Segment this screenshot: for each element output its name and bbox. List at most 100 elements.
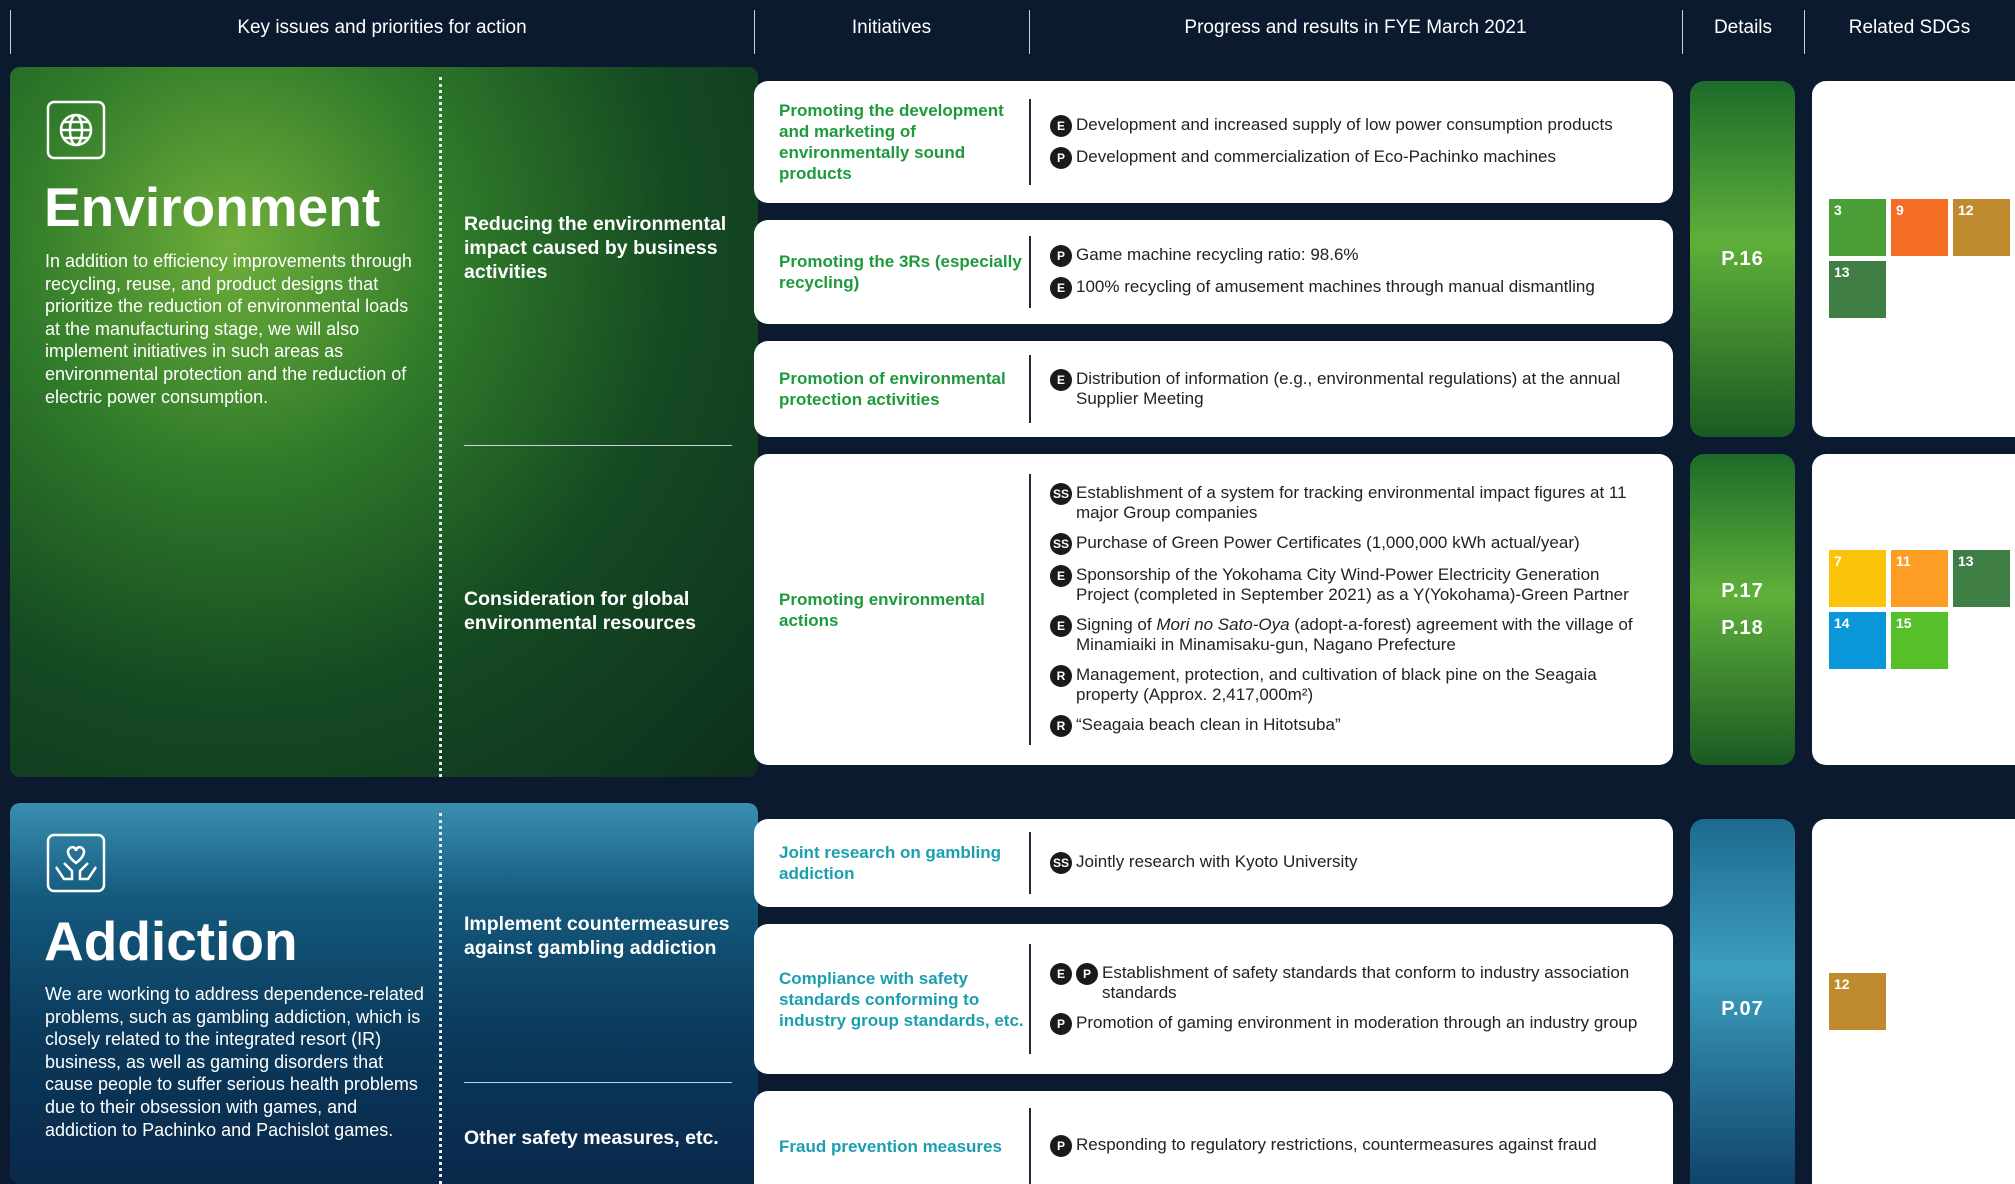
- badge: SS: [1050, 532, 1073, 555]
- initiative: Promoting environmental actions: [779, 589, 985, 630]
- result-text-part: Mori no Sato-Oya: [1156, 614, 1290, 634]
- header-separator: [1804, 10, 1805, 54]
- header-separator: [10, 10, 11, 54]
- result-text: “Seagaia beach clean in Hitotsuba”: [1076, 714, 1341, 734]
- result-text: Development and increased supply of low …: [1076, 115, 1613, 134]
- result-text: Development and commercialization of Eco…: [1076, 147, 1557, 166]
- details-card: P.07: [1690, 819, 1795, 1184]
- sdg-card: [1812, 454, 2015, 765]
- section-description: In addition to efficiency improvements t…: [45, 251, 412, 407]
- section-title: Environment: [44, 176, 381, 238]
- sdg-card: [1812, 81, 2015, 437]
- card-divider: [1029, 235, 1031, 309]
- result-text: Jointly research with Kyoto University: [1076, 852, 1358, 871]
- sdg-icon: 13: [1829, 261, 1886, 318]
- badge: E: [1050, 963, 1072, 985]
- card-divider: [1029, 99, 1031, 185]
- result-item: P Promotion of gaming environment in mode…: [1050, 1013, 1650, 1035]
- result-text: Game machine recycling ratio: 98.6%: [1076, 245, 1359, 264]
- header-label: Details: [1713, 17, 1773, 38]
- result-text: Management, protection, and cultivation …: [1076, 664, 1597, 704]
- results: E Distribution of information (e.g., envi…: [1050, 341, 1650, 437]
- result-item: SS Establishment of a system for tracking…: [1050, 482, 1650, 523]
- badge: E: [1050, 277, 1072, 299]
- initiative: Compliance with safety standards conform…: [779, 968, 1024, 1030]
- initiative-card: Promoting the 3Rs (especially recycling)…: [754, 220, 1673, 324]
- section-panel: [10, 803, 758, 1184]
- card-divider: [1029, 944, 1031, 1054]
- dotted-divider: [439, 813, 442, 1184]
- page-ref: P.07: [1721, 997, 1764, 1020]
- issue-divider: [464, 445, 732, 446]
- badge: E: [1050, 115, 1072, 137]
- card-divider: [1029, 474, 1031, 745]
- result-text: Signing of Mori no Sato-Oya (adopt-a-for…: [1076, 615, 1650, 655]
- badge: E: [1050, 564, 1072, 587]
- result-item: P Development and commercialization of Ec…: [1050, 147, 1650, 169]
- header-label: Key issues and priorities for action: [237, 17, 527, 38]
- result-item: P Responding to regulatory restrictions, …: [1050, 1135, 1650, 1157]
- header-label: Related SDGs: [1848, 17, 1971, 38]
- card-divider: [1029, 355, 1031, 423]
- result-text: Establishment of a system for tracking e…: [1076, 482, 1627, 522]
- result-text: 100% recycling of amusement machines thr…: [1076, 277, 1595, 296]
- badge: P: [1050, 147, 1072, 169]
- badge: P: [1050, 1135, 1072, 1157]
- sdg-icon: 14: [1829, 612, 1886, 669]
- sdg-icon: 12: [1829, 973, 1886, 1030]
- header-separator: [1029, 10, 1030, 54]
- results: P Game machine recycling ratio: 98.6% E 100…: [1050, 220, 1650, 324]
- sdg-icon: 15: [1891, 612, 1948, 669]
- results: E P Establishment of safety standards that…: [1050, 924, 1650, 1074]
- page-ref: P.16: [1721, 247, 1764, 270]
- header-label: Initiatives: [851, 17, 932, 38]
- result-item: E Sponsorship of the Yokohama City Wind-P…: [1050, 564, 1650, 605]
- badge: R: [1050, 664, 1072, 687]
- section-title: Addiction: [44, 910, 298, 972]
- initiative: Joint research on gambling addiction: [779, 843, 1001, 883]
- details-card: P.16: [1690, 81, 1795, 437]
- result-text: Distribution of information (e.g., envir…: [1076, 369, 1621, 408]
- initiative-card: Promoting the development and marketing …: [754, 81, 1673, 203]
- header-separator: [1682, 10, 1683, 54]
- result-item: E Development and increased supply of low…: [1050, 115, 1650, 137]
- result-item: E Signing of Mori no Sato-Oya (adopt-a-fo…: [1050, 614, 1650, 655]
- header-separator: [754, 10, 755, 54]
- badge: SS: [1050, 482, 1073, 505]
- badge: E: [1050, 614, 1072, 637]
- sdg-icon: 3: [1829, 199, 1886, 256]
- result-item: R “Seagaia beach clean in Hitotsuba”: [1050, 714, 1650, 737]
- initiative: Fraud prevention measures: [779, 1136, 1002, 1156]
- result-item: E P Establishment of safety standards that…: [1050, 963, 1650, 1003]
- badge: P: [1050, 245, 1072, 267]
- result-text-part: (adopt-a-forest) agreement with the vill…: [1076, 614, 1633, 654]
- result-item: SS Purchase of Green Power Certificates (…: [1050, 532, 1650, 555]
- results: SS Establishment of a system for tracking…: [1050, 454, 1650, 765]
- result-text: Sponsorship of the Yokohama City Wind-Po…: [1076, 564, 1629, 604]
- header-label: Progress and results in FYE March 2021: [1184, 17, 1527, 38]
- results: P Responding to regulatory restrictions, …: [1050, 1091, 1650, 1184]
- sdg-icon: 7: [1829, 550, 1886, 607]
- badge: P: [1076, 963, 1098, 985]
- section-description: We are working to address dependence-rel…: [45, 984, 424, 1140]
- card-divider: [1029, 832, 1031, 894]
- initiative: Promotion of environmental protection ac…: [779, 369, 1006, 409]
- issue: Reducing the environmental impact caused…: [464, 213, 727, 283]
- badge: P: [1050, 1013, 1072, 1035]
- results: SS Jointly research with Kyoto University: [1050, 819, 1650, 907]
- initiative: Promoting the 3Rs (especially recycling): [779, 252, 1022, 292]
- initiative-card: Promoting environmental actions SS Establi…: [754, 454, 1673, 765]
- badge: SS: [1050, 852, 1073, 874]
- page-ref: P.18: [1721, 616, 1764, 639]
- section-icon: [46, 833, 106, 898]
- issue-divider: [464, 1082, 732, 1083]
- initiative-card: Compliance with safety standards conform…: [754, 924, 1673, 1074]
- results: E Development and increased supply of low…: [1050, 81, 1650, 203]
- result-text: Responding to regulatory restrictions, c…: [1076, 1135, 1597, 1154]
- badge: R: [1050, 714, 1072, 737]
- result-item: P Game machine recycling ratio: 98.6%: [1050, 245, 1650, 267]
- initiative: Promoting the development and marketing …: [779, 101, 1004, 183]
- issue: Other safety measures, etc.: [464, 1127, 719, 1149]
- issue: Consideration for global environmental r…: [464, 588, 696, 634]
